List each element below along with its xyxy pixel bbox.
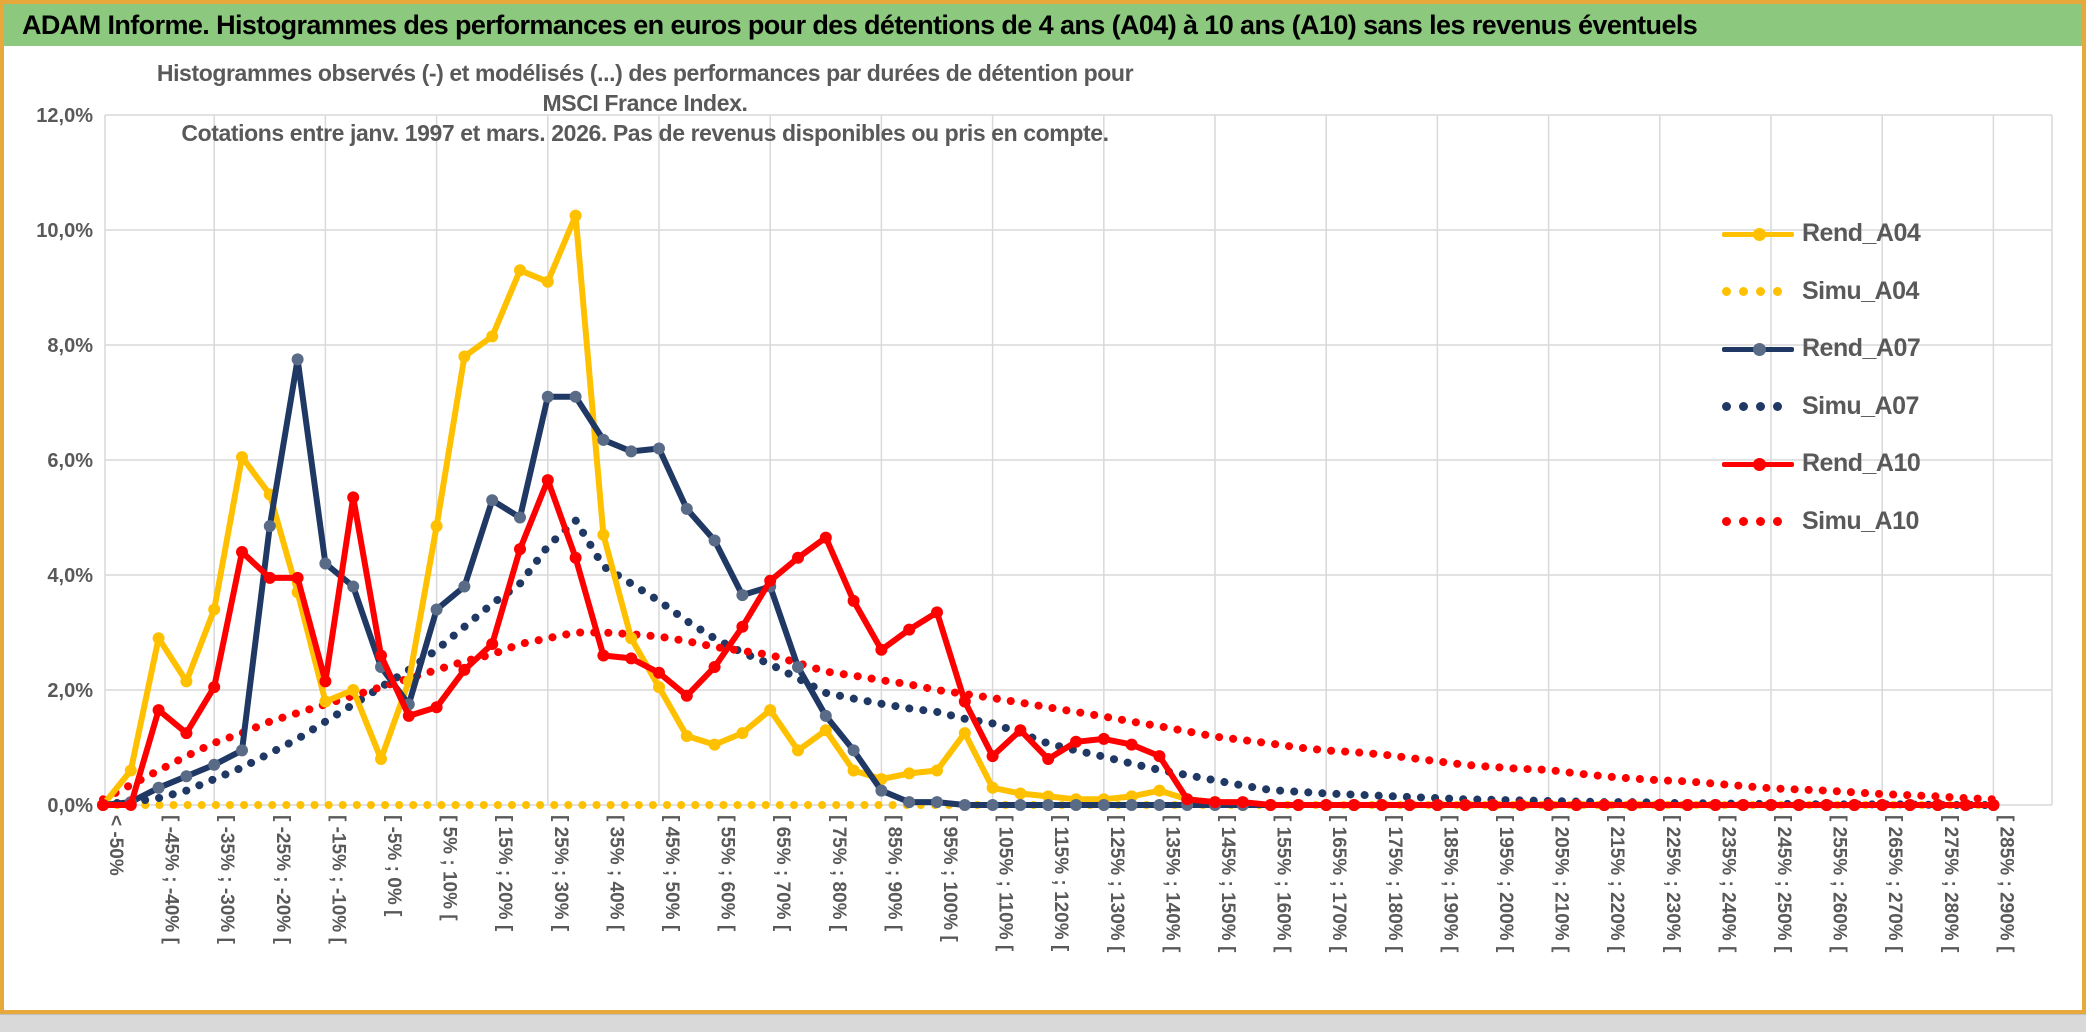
x-tick-label: [ 255% ; 260% [ bbox=[1829, 815, 1850, 953]
legend-label: Rend_A10 bbox=[1802, 449, 1921, 478]
y-tick-label: 6,0% bbox=[47, 450, 93, 472]
x-tick-label: [ 265% ; 270% [ bbox=[1884, 815, 1905, 953]
x-tick-label: [ 135% ; 140% [ bbox=[1161, 815, 1182, 953]
chart-title-line1: Histogrammes observés (-) et modélisés (… bbox=[156, 60, 1134, 116]
x-tick-label: [ -35% ; -30% [ bbox=[216, 815, 237, 944]
legend-label: Simu_A10 bbox=[1802, 506, 1919, 535]
legend-label: Rend_A07 bbox=[1802, 334, 1921, 363]
series-rend-a10-markers bbox=[97, 474, 2000, 811]
legend-item-rend-a10: Rend_A10 bbox=[1722, 435, 1982, 493]
x-tick-label: [ 55% ; 60% [ bbox=[717, 815, 738, 932]
x-tick-label: [ 225% ; 230% [ bbox=[1662, 815, 1683, 953]
legend-item-simu-a10: Simu_A10 bbox=[1722, 493, 1982, 551]
x-tick-label: [ 165% ; 170% [ bbox=[1328, 815, 1349, 953]
y-tick-label: 8,0% bbox=[47, 335, 93, 357]
x-tick-label: [ 125% ; 130% [ bbox=[1106, 815, 1127, 953]
x-tick-label: [ 45% ; 50% [ bbox=[661, 815, 682, 932]
x-tick-label: [ 95% ; 100% [ bbox=[939, 815, 960, 942]
x-tick-label: [ 65% ; 70% [ bbox=[772, 815, 793, 932]
y-tick-label: 0,0% bbox=[47, 795, 93, 817]
x-tick-label: [ 25% ; 30% [ bbox=[550, 815, 571, 932]
legend-item-simu-a04: Simu_A04 bbox=[1722, 263, 1982, 321]
legend-label: Simu_A04 bbox=[1802, 276, 1919, 305]
x-tick-label: [ 215% ; 220% [ bbox=[1606, 815, 1627, 953]
legend-item-rend-a07: Rend_A07 bbox=[1722, 320, 1982, 378]
y-tick-label: 12,0% bbox=[36, 105, 93, 127]
x-tick-label: [ 145% ; 150% [ bbox=[1217, 815, 1238, 953]
y-tick-label: 10,0% bbox=[36, 220, 93, 242]
rend-a04-line-swatch bbox=[1722, 227, 1794, 241]
x-tick-label: [ 285% ; 290% [ bbox=[1995, 815, 2016, 953]
bottom-bar bbox=[0, 1014, 2086, 1032]
x-tick-label: [ 115% ; 120% [ bbox=[1050, 815, 1071, 952]
x-tick-label: [ 75% ; 80% [ bbox=[828, 815, 849, 932]
x-tick-label: [ 185% ; 190% [ bbox=[1439, 815, 1460, 953]
legend-label: Simu_A07 bbox=[1802, 391, 1919, 420]
x-tick-label: [ 105% ; 110% [ bbox=[995, 815, 1016, 952]
legend-item-simu-a07: Simu_A07 bbox=[1722, 378, 1982, 436]
x-tick-label: [ -45% ; -40% [ bbox=[161, 815, 182, 944]
chart-title-line2: Cotations entre janv. 1997 et mars. 2026… bbox=[181, 120, 1109, 146]
simu-a10-dotted-swatch bbox=[1722, 514, 1794, 528]
legend-item-rend-a04: Rend_A04 bbox=[1722, 205, 1982, 263]
x-tick-label: [ 5% ; 10% [ bbox=[439, 815, 460, 921]
x-tick-label: [ 245% ; 250% [ bbox=[1773, 815, 1794, 953]
x-tick-label: [ -15% ; -10% [ bbox=[327, 815, 348, 944]
simu-a04-dotted-swatch bbox=[1722, 284, 1794, 298]
x-tick-label: [ 235% ; 240% [ bbox=[1717, 815, 1738, 953]
y-tick-label: 4,0% bbox=[47, 565, 93, 587]
x-tick-label: [ 85% ; 90% [ bbox=[883, 815, 904, 932]
x-tick-label: [ 205% ; 210% [ bbox=[1551, 815, 1572, 953]
x-tick-label: < -50% bbox=[105, 815, 126, 876]
simu-a07-dotted-swatch bbox=[1722, 399, 1794, 413]
x-tick-label: [ -25% ; -20% [ bbox=[272, 815, 293, 944]
x-tick-label: [ 195% ; 200% [ bbox=[1495, 815, 1516, 953]
rend-a10-line-swatch bbox=[1722, 457, 1794, 471]
header-bar: ADAM Informe. Histogrammes des performan… bbox=[4, 4, 2082, 46]
y-tick-label: 2,0% bbox=[47, 680, 93, 702]
x-tick-label: [ -5% ; 0% [ bbox=[383, 815, 404, 917]
x-tick-label: [ 15% ; 20% [ bbox=[494, 815, 515, 932]
series-rend-a04 bbox=[100, 212, 1994, 808]
x-tick-label: [ 175% ; 180% [ bbox=[1384, 815, 1405, 953]
legend: Rend_A04 Simu_A04 Rend_A07 Simu_A07 Rend… bbox=[1722, 205, 1982, 550]
page-title: ADAM Informe. Histogrammes des performan… bbox=[22, 9, 1698, 40]
legend-label: Rend_A04 bbox=[1802, 219, 1921, 248]
x-tick-label: [ 275% ; 280% [ bbox=[1940, 815, 1961, 953]
series-rend-a04-markers bbox=[97, 209, 2000, 811]
x-tick-label: [ 35% ; 40% [ bbox=[605, 815, 626, 932]
chart-title: Histogrammes observés (-) et modélisés (… bbox=[150, 58, 1140, 148]
x-tick-label: [ 155% ; 160% [ bbox=[1273, 815, 1294, 953]
rend-a07-line-swatch bbox=[1722, 342, 1794, 356]
